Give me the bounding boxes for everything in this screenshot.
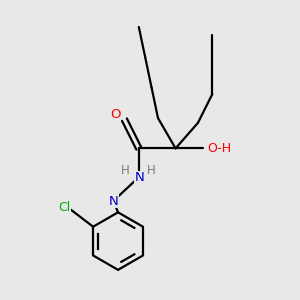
Text: N: N <box>108 195 118 208</box>
Text: Cl: Cl <box>58 201 70 214</box>
Text: N: N <box>135 171 144 184</box>
Text: O-H: O-H <box>207 142 231 155</box>
Text: O: O <box>110 108 121 121</box>
Text: H: H <box>121 164 130 177</box>
Text: H: H <box>147 164 156 177</box>
